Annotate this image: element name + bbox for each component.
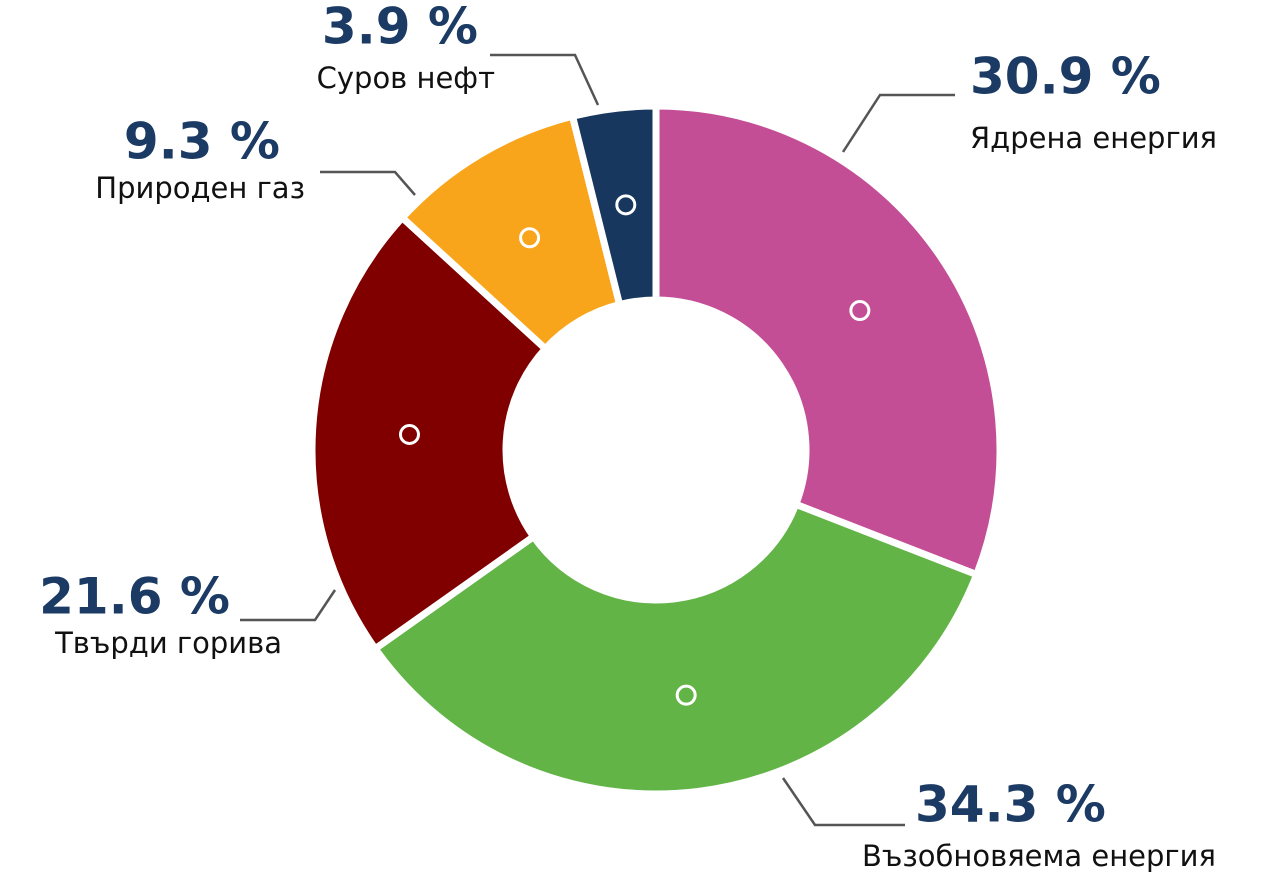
slice-icon (398, 423, 420, 445)
value-label: 3.9 % (322, 0, 478, 56)
donut-slice (568, 102, 660, 309)
slice-icon (615, 194, 637, 216)
leader-line (490, 53, 600, 106)
leader-line (781, 777, 905, 827)
slice-icon (519, 227, 541, 249)
leader-line (240, 589, 337, 622)
donut-slice (370, 499, 982, 798)
value-label: 34.3 % (915, 776, 1106, 834)
leader-line (841, 93, 955, 153)
slice-icon (849, 300, 871, 322)
category-label: Суров нефт (317, 61, 495, 95)
donut-slice (308, 212, 551, 654)
leader-line (320, 170, 416, 196)
donut-slice (397, 112, 624, 354)
category-label: Възобновяема енергия (862, 839, 1216, 873)
value-label: 21.6 % (39, 568, 230, 626)
value-label: 9.3 % (124, 113, 280, 171)
value-label: 30.9 % (970, 48, 1161, 106)
category-label: Ядрена енергия (970, 121, 1217, 155)
slice-icon (675, 684, 697, 706)
category-label: Твърди горива (54, 626, 282, 660)
category-label: Природен газ (95, 171, 305, 205)
donut-slice (652, 102, 1004, 580)
